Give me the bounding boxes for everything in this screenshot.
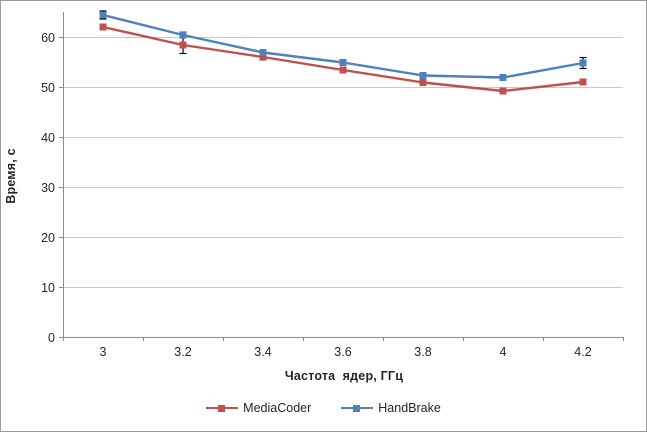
- data-point-marker: [259, 53, 267, 61]
- legend-item-mediacoder: MediaCoder: [206, 401, 311, 415]
- data-point-marker: [579, 78, 587, 86]
- y-tick-label: 0: [48, 331, 55, 345]
- data-point-marker: [99, 23, 107, 31]
- legend-item-handbrake: HandBrake: [341, 401, 441, 415]
- y-axis-title: Время, с: [4, 148, 18, 204]
- data-point-marker: [419, 79, 427, 86]
- data-point-marker: [339, 66, 347, 74]
- x-tick-label: 3.8: [414, 345, 431, 359]
- x-tick-label: 3.2: [174, 345, 191, 359]
- data-point-marker: [339, 59, 347, 66]
- x-axis-title: Частота ядер, ГГц: [284, 369, 404, 383]
- y-tick-label: 50: [41, 81, 55, 95]
- data-point-marker: [179, 31, 187, 39]
- data-point-marker: [499, 87, 507, 95]
- axes: 0 10 20 30 40 50 60 3 3.2 3.4 3.6 3.8 4 4.2: [41, 12, 624, 359]
- legend-label: HandBrake: [378, 401, 441, 415]
- data-point-marker: [259, 49, 267, 56]
- x-tick-label: 4.2: [574, 345, 591, 359]
- x-tick-label: 3.6: [334, 345, 351, 359]
- legend-line-marker-icon: [341, 404, 374, 413]
- x-tick-label: 4: [500, 345, 507, 359]
- legend: MediaCoder HandBrake: [1, 401, 646, 415]
- y-tick-label: 30: [41, 181, 55, 195]
- x-tick-label: 3.4: [254, 345, 271, 359]
- data-point-marker: [579, 59, 587, 67]
- x-tick-label: 3: [100, 345, 107, 359]
- y-tick-label: 10: [41, 281, 55, 295]
- y-tick-label: 40: [41, 131, 55, 145]
- legend-line-marker-icon: [206, 404, 239, 413]
- series-handbrake: [99, 10, 587, 81]
- data-point-marker: [419, 72, 427, 79]
- series-mediacoder: [99, 23, 587, 95]
- data-point-marker: [179, 41, 187, 49]
- data-point-marker: [499, 74, 507, 81]
- data-point-marker: [99, 11, 107, 19]
- y-tick-label: 60: [41, 31, 55, 45]
- y-tick-label: 20: [41, 231, 55, 245]
- legend-label: MediaCoder: [243, 401, 312, 415]
- gridlines: [63, 37, 623, 288]
